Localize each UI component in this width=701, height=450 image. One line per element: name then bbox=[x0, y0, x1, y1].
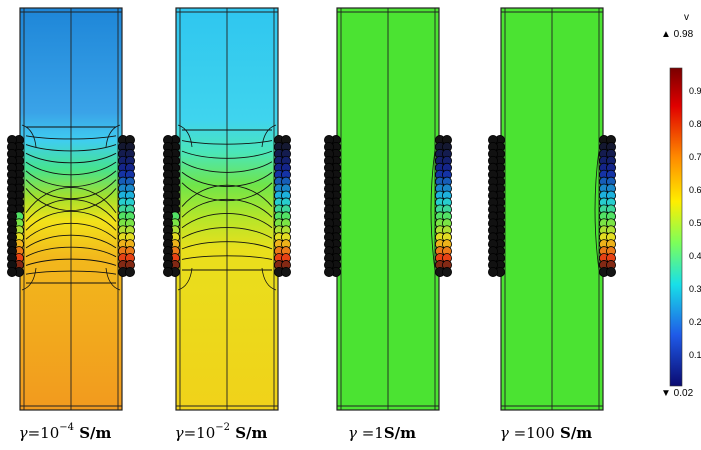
colorbar-tick-label: 0.5 bbox=[689, 218, 701, 228]
panel-caption-2: γ=10−2 S/m bbox=[174, 422, 268, 442]
panel-caption-4: γ =100 S/m bbox=[500, 424, 592, 442]
equipotential-contour bbox=[25, 161, 117, 176]
gamma-symbol: γ bbox=[18, 424, 28, 442]
caption-unit: S/m bbox=[229, 424, 268, 442]
colorbar-tick-label: 0.7 bbox=[689, 152, 701, 162]
equipotential-contour bbox=[21, 267, 37, 291]
field-panel-1 bbox=[7, 7, 136, 411]
equipotential-contour bbox=[181, 241, 273, 250]
equipotential-contour bbox=[177, 124, 193, 148]
colorbar-tick-label: 0.2 bbox=[689, 317, 701, 327]
colorbar-tick-label: 0.9 bbox=[689, 86, 701, 96]
equipotential-contour bbox=[181, 255, 273, 260]
equipotential-contour bbox=[105, 124, 121, 148]
colorbar-tick-label: 0.4 bbox=[689, 251, 701, 261]
equipotential-contour bbox=[25, 179, 117, 199]
coil-turn bbox=[606, 266, 617, 277]
coil-turn bbox=[162, 266, 173, 277]
equipotential-contour bbox=[181, 150, 273, 159]
colorbar-tick-label: 0.3 bbox=[689, 284, 701, 294]
equipotential-contour bbox=[25, 258, 117, 266]
field-panel-3 bbox=[323, 7, 452, 411]
caption-unit: S/m bbox=[554, 424, 593, 442]
caption-exponent: −4 bbox=[59, 422, 74, 433]
equipotential-contour bbox=[177, 267, 193, 291]
colorbar-min-label: ▼ 0.02 bbox=[661, 388, 694, 399]
equipotential-contour bbox=[181, 227, 273, 239]
panel-caption-3: γ =1S/m bbox=[348, 424, 416, 442]
colorbar-tick-label: 0.6 bbox=[689, 185, 701, 195]
equipotential-contour bbox=[21, 124, 37, 148]
gamma-symbol: γ bbox=[499, 424, 509, 442]
equipotential-contour bbox=[25, 222, 117, 240]
coil-turn bbox=[125, 266, 136, 277]
colorbar-tick-label: 0.1 bbox=[689, 350, 701, 360]
equipotential-contour bbox=[25, 246, 117, 258]
equipotential-contour bbox=[25, 144, 117, 152]
colorbar bbox=[669, 67, 683, 387]
equipotential-contour bbox=[25, 199, 117, 222]
coil-turn bbox=[487, 266, 498, 277]
caption-value: =100 bbox=[508, 424, 555, 442]
equipotential-contour bbox=[261, 267, 277, 291]
equipotential-contour bbox=[181, 171, 273, 187]
caption-value: =10 bbox=[183, 424, 216, 442]
colorbar-max-label: ▲ 0.98 bbox=[661, 29, 694, 40]
field-panel-2 bbox=[162, 7, 291, 411]
gamma-symbol: γ bbox=[347, 424, 357, 442]
equipotential-contour bbox=[105, 267, 121, 291]
gamma-symbol: γ bbox=[174, 424, 184, 442]
colorbar-variable-label: v bbox=[684, 12, 689, 23]
equipotential-contour bbox=[261, 124, 277, 148]
equipotential-contour bbox=[181, 140, 273, 145]
equipotential-contour bbox=[25, 187, 117, 214]
equipotential-contour bbox=[25, 211, 117, 231]
caption-unit: S/m bbox=[73, 424, 112, 442]
caption-value: =1 bbox=[356, 424, 384, 442]
caption-value: =10 bbox=[27, 424, 60, 442]
equipotential-contour bbox=[430, 149, 436, 271]
coil-turn bbox=[280, 266, 291, 277]
coil-turn bbox=[441, 266, 452, 277]
equipotential-contour bbox=[181, 213, 273, 229]
colorbar-tick-label: 0.8 bbox=[689, 119, 701, 129]
equipotential-contour bbox=[181, 161, 273, 173]
panel-caption-1: γ=10−4 S/m bbox=[18, 422, 112, 442]
equipotential-contour bbox=[181, 182, 273, 202]
field-panel-4 bbox=[487, 7, 617, 411]
equipotential-contour bbox=[25, 234, 117, 249]
equipotential-contour bbox=[25, 152, 117, 164]
equipotential-contour bbox=[25, 188, 117, 211]
equipotential-contour bbox=[25, 270, 117, 275]
coil-turn bbox=[323, 266, 334, 277]
caption-unit: S/m bbox=[383, 424, 417, 442]
equipotential-contour bbox=[25, 170, 117, 188]
caption-exponent: −2 bbox=[215, 422, 230, 433]
coil-turn bbox=[7, 266, 17, 277]
equipotential-contour bbox=[181, 184, 273, 207]
equipotential-contour bbox=[181, 198, 273, 218]
equipotential-contour bbox=[594, 149, 600, 271]
